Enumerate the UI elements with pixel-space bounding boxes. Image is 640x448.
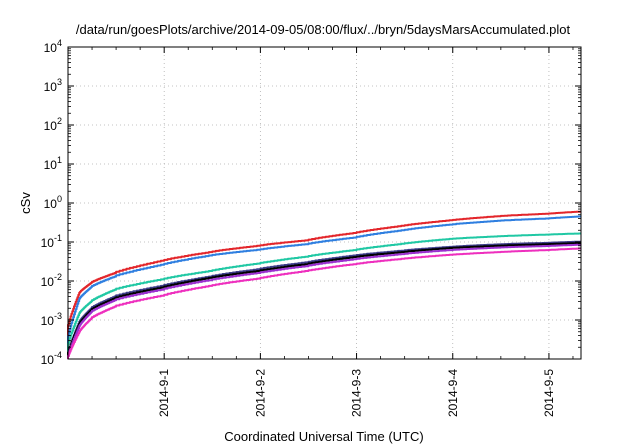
y-tick-label: 101 [44, 155, 62, 172]
series-line-1 [67, 210, 581, 359]
y-tick-label: 10-2 [41, 272, 62, 289]
y-tick-base: 10 [44, 41, 58, 55]
chart-title: /data/run/goesPlots/archive/2014-09-05/0… [76, 22, 571, 37]
series-line-4 [67, 240, 581, 359]
y-tick-label: 104 [44, 38, 62, 55]
y-tick-label: 102 [44, 116, 62, 133]
series-line-5 [67, 242, 581, 359]
y-tick-base: 10 [44, 158, 58, 172]
y-tick-exponent: 1 [57, 155, 62, 165]
y-tick-exponent: -2 [54, 272, 62, 282]
y-tick-base: 10 [44, 197, 58, 211]
x-tick-labels: 2014-9-1 2014-9-2 2014-9-3 2014-9-4 2014-9-5 [157, 369, 556, 417]
series-line-2 [67, 215, 581, 359]
y-tick-base: 10 [41, 314, 55, 328]
x-tick-label: 2014-9-5 [542, 369, 556, 417]
x-tick-label: 2014-9-2 [253, 369, 267, 417]
y-tick-exponent: -4 [54, 350, 62, 360]
series-line-7 [67, 247, 581, 359]
y-tick-label: 10-1 [41, 233, 62, 250]
y-tick-base: 10 [41, 236, 55, 250]
series-line-6 [67, 243, 581, 359]
y-tick-exponent: 4 [57, 38, 62, 48]
x-tick-label: 2014-9-3 [350, 369, 364, 417]
y-tick-exponent: 0 [57, 194, 62, 204]
y-axis-title: cSv [18, 192, 33, 214]
axis-ticks [68, 46, 581, 360]
series-lines [67, 210, 581, 359]
x-tick-label: 2014-9-1 [157, 369, 171, 417]
y-tick-label: 10-4 [41, 350, 62, 367]
y-tick-base: 10 [44, 119, 58, 133]
y-tick-exponent: -1 [54, 233, 62, 243]
y-tick-exponent: -3 [54, 311, 62, 321]
series-line-3 [67, 232, 581, 359]
y-tick-exponent: 3 [57, 77, 62, 87]
x-tick-label: 2014-9-4 [446, 369, 460, 417]
y-tick-base: 10 [41, 353, 55, 367]
y-tick-label: 10-3 [41, 311, 62, 328]
y-tick-exponent: 2 [57, 116, 62, 126]
y-tick-label: 100 [44, 194, 62, 211]
y-tick-label: 103 [44, 77, 62, 94]
y-tick-base: 10 [41, 275, 55, 289]
y-tick-base: 10 [44, 80, 58, 94]
x-axis-title: Coordinated Universal Time (UTC) [224, 429, 423, 444]
